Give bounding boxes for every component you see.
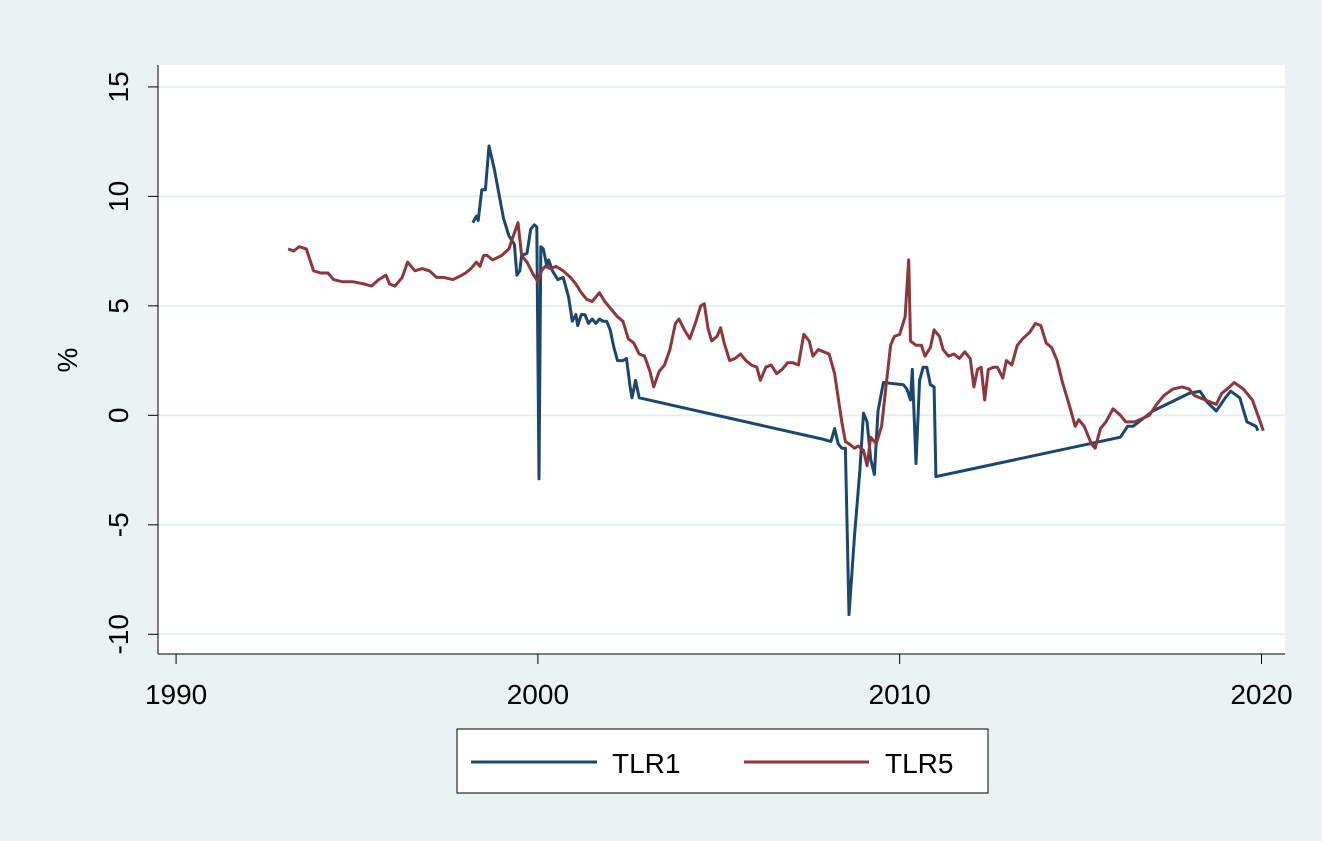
axes: -10 -5 0 5 10 15 1990 2000 2010 2020	[103, 65, 1293, 710]
y-tick-label-0: -10	[103, 614, 134, 654]
legend-label-tlr5: TLR5	[885, 748, 953, 779]
x-tick-label-1: 2000	[507, 679, 569, 710]
y-axis-title: %	[52, 348, 83, 373]
legend-label-tlr1: TLR1	[612, 748, 680, 779]
x-tick-label-3: 2020	[1230, 679, 1292, 710]
y-tick-label-3: 5	[103, 298, 134, 314]
series-line-tlr5	[287, 221, 1265, 468]
y-tick-label-5: 15	[103, 71, 134, 102]
y-tick-label-1: -5	[103, 512, 134, 537]
x-tick-label-0: 1990	[145, 679, 207, 710]
plot-area	[158, 65, 1285, 654]
x-tick-label-2: 2010	[869, 679, 931, 710]
legend: TLR1 TLR5	[456, 728, 989, 794]
y-tick-label-4: 10	[103, 181, 134, 212]
y-tick-label-2: 0	[103, 408, 134, 424]
data-series	[287, 144, 1265, 617]
series-line-tlr1	[471, 144, 1260, 617]
